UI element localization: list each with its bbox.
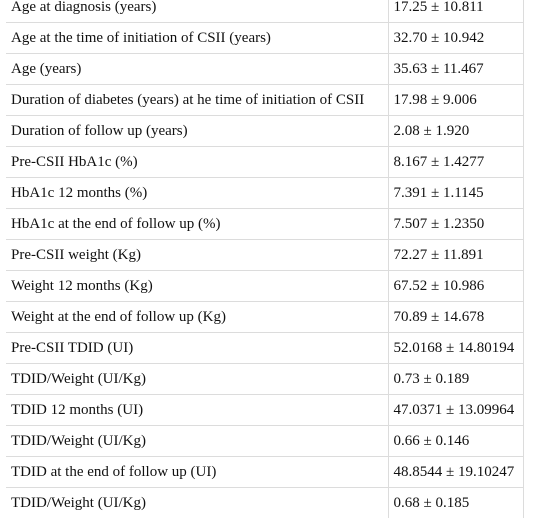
table-row: HbA1c 12 months (%) 7.391 ± 1.1145 <box>6 177 524 209</box>
table-row: Pre-CSII HbA1c (%) 8.167 ± 1.4277 <box>6 146 524 178</box>
table-body: Age at diagnosis (years) 17.25 ± 10.811 … <box>6 0 524 518</box>
row-value: 47.0371 ± 13.09964 <box>387 394 524 426</box>
data-table-container: Age at diagnosis (years) 17.25 ± 10.811 … <box>6 0 524 518</box>
table-row: Age at the time of initiation of CSII (y… <box>6 22 524 54</box>
row-value: 17.98 ± 9.006 <box>387 84 524 116</box>
row-label: Duration of diabetes (years) at he time … <box>6 84 388 116</box>
row-value: 70.89 ± 14.678 <box>387 301 524 333</box>
row-label: Duration of follow up (years) <box>6 115 388 147</box>
row-value: 2.08 ± 1.920 <box>387 115 524 147</box>
table-row: Pre-CSII weight (Kg) 72.27 ± 11.891 <box>6 239 524 271</box>
row-value: 7.391 ± 1.1145 <box>387 177 524 209</box>
row-label: TDID/Weight (UI/Kg) <box>6 425 388 457</box>
row-value: 32.70 ± 10.942 <box>387 22 524 54</box>
table-row: Age at diagnosis (years) 17.25 ± 10.811 <box>6 0 524 23</box>
row-label: TDID at the end of follow up (UI) <box>6 456 388 488</box>
row-value: 7.507 ± 1.2350 <box>387 208 524 240</box>
table-row: TDID/Weight (UI/Kg) 0.66 ± 0.146 <box>6 425 524 457</box>
row-label: TDID/Weight (UI/Kg) <box>6 363 388 395</box>
table-row: Pre-CSII TDID (UI) 52.0168 ± 14.80194 <box>6 332 524 364</box>
row-label: Age at the time of initiation of CSII (y… <box>6 22 388 54</box>
table-row: HbA1c at the end of follow up (%) 7.507 … <box>6 208 524 240</box>
row-value: 67.52 ± 10.986 <box>387 270 524 302</box>
table-row: Age (years) 35.63 ± 11.467 <box>6 53 524 85</box>
row-label: Weight at the end of follow up (Kg) <box>6 301 388 333</box>
row-value: 0.68 ± 0.185 <box>387 487 524 518</box>
row-label: Pre-CSII weight (Kg) <box>6 239 388 271</box>
row-label: Age (years) <box>6 53 388 85</box>
row-label: Age at diagnosis (years) <box>6 0 388 23</box>
row-value: 48.8544 ± 19.10247 <box>387 456 524 488</box>
row-value: 72.27 ± 11.891 <box>387 239 524 271</box>
row-value: 35.63 ± 11.467 <box>387 53 524 85</box>
row-label: TDID/Weight (UI/Kg) <box>6 487 388 518</box>
row-value: 17.25 ± 10.811 <box>387 0 524 23</box>
patient-characteristics-table: Age at diagnosis (years) 17.25 ± 10.811 … <box>6 0 524 518</box>
row-value: 0.73 ± 0.189 <box>387 363 524 395</box>
table-row: Weight 12 months (Kg) 67.52 ± 10.986 <box>6 270 524 302</box>
row-label: HbA1c at the end of follow up (%) <box>6 208 388 240</box>
row-label: Pre-CSII TDID (UI) <box>6 332 388 364</box>
row-label: TDID 12 months (UI) <box>6 394 388 426</box>
table-row: TDID 12 months (UI) 47.0371 ± 13.09964 <box>6 394 524 426</box>
row-value: 52.0168 ± 14.80194 <box>387 332 524 364</box>
table-row: Duration of follow up (years) 2.08 ± 1.9… <box>6 115 524 147</box>
table-row: Weight at the end of follow up (Kg) 70.8… <box>6 301 524 333</box>
row-value: 0.66 ± 0.146 <box>387 425 524 457</box>
row-label: Pre-CSII HbA1c (%) <box>6 146 388 178</box>
table-row: TDID at the end of follow up (UI) 48.854… <box>6 456 524 488</box>
table-row: TDID/Weight (UI/Kg) 0.68 ± 0.185 <box>6 487 524 518</box>
row-label: HbA1c 12 months (%) <box>6 177 388 209</box>
table-row: Duration of diabetes (years) at he time … <box>6 84 524 116</box>
table-row: TDID/Weight (UI/Kg) 0.73 ± 0.189 <box>6 363 524 395</box>
row-label: Weight 12 months (Kg) <box>6 270 388 302</box>
row-value: 8.167 ± 1.4277 <box>387 146 524 178</box>
